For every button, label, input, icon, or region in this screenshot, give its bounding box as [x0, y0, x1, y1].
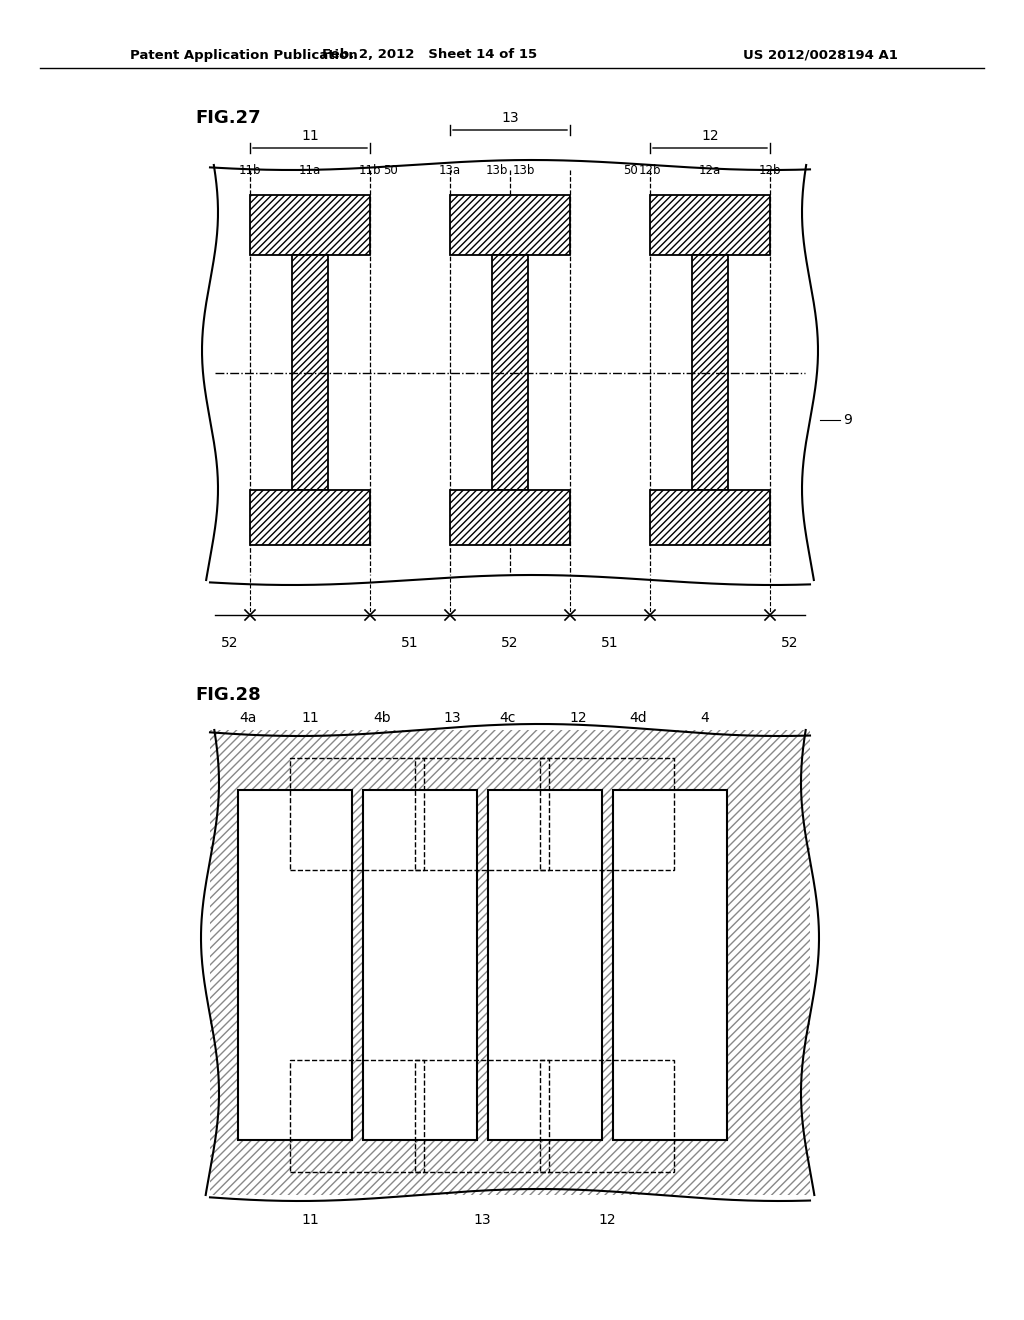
Text: 51: 51 — [601, 636, 618, 649]
Bar — [613, 789, 727, 1140]
Bar — [540, 758, 674, 870]
Text: Feb. 2, 2012   Sheet 14 of 15: Feb. 2, 2012 Sheet 14 of 15 — [323, 49, 538, 62]
Bar — [415, 1060, 549, 1172]
Bar — [450, 490, 570, 545]
Text: US 2012/0028194 A1: US 2012/0028194 A1 — [742, 49, 897, 62]
Text: 13: 13 — [443, 711, 461, 725]
Text: 4c: 4c — [500, 711, 516, 725]
Text: 12: 12 — [701, 129, 719, 143]
Text: 11b: 11b — [358, 164, 381, 177]
Text: 12: 12 — [569, 711, 587, 725]
Bar — [650, 195, 770, 255]
Bar — [492, 255, 528, 490]
Text: FIG.28: FIG.28 — [195, 686, 261, 704]
Text: 9: 9 — [844, 413, 852, 426]
Bar — [290, 1060, 424, 1172]
Text: 51: 51 — [401, 636, 419, 649]
Bar — [250, 195, 370, 255]
Bar — [692, 255, 728, 490]
Bar — [238, 789, 352, 1140]
Bar — [250, 490, 370, 545]
Bar — [292, 255, 328, 490]
Bar — [692, 255, 728, 490]
Bar — [492, 255, 528, 490]
Text: 11: 11 — [301, 129, 318, 143]
Bar — [650, 490, 770, 545]
Bar — [488, 789, 602, 1140]
Bar — [415, 758, 549, 870]
Bar — [450, 195, 570, 255]
Bar — [210, 730, 810, 1195]
Text: 11: 11 — [301, 711, 318, 725]
Text: 52: 52 — [221, 636, 239, 649]
Text: 12: 12 — [598, 1213, 615, 1228]
Bar — [250, 490, 370, 545]
Text: 4a: 4a — [240, 711, 257, 725]
Bar — [362, 789, 477, 1140]
Bar — [450, 490, 570, 545]
Bar — [250, 195, 370, 255]
Text: 11b: 11b — [239, 164, 261, 177]
Text: 13: 13 — [473, 1213, 490, 1228]
Text: 11a: 11a — [299, 164, 322, 177]
Bar — [650, 195, 770, 255]
Text: 13b: 13b — [513, 164, 536, 177]
Text: 4d: 4d — [629, 711, 647, 725]
Text: 4: 4 — [700, 711, 710, 725]
Text: 13a: 13a — [439, 164, 461, 177]
Text: Patent Application Publication: Patent Application Publication — [130, 49, 357, 62]
Text: 13: 13 — [501, 111, 519, 125]
Text: 11: 11 — [301, 1213, 318, 1228]
Text: 4b: 4b — [373, 711, 391, 725]
Text: 50: 50 — [383, 164, 397, 177]
Text: 12b: 12b — [639, 164, 662, 177]
Text: 12a: 12a — [698, 164, 721, 177]
Text: 12b: 12b — [759, 164, 781, 177]
Text: 13b: 13b — [485, 164, 508, 177]
Text: FIG.27: FIG.27 — [195, 110, 261, 127]
Bar — [650, 490, 770, 545]
Bar — [540, 1060, 674, 1172]
Bar — [292, 255, 328, 490]
Text: 50: 50 — [623, 164, 637, 177]
Text: 52: 52 — [781, 636, 799, 649]
Text: 52: 52 — [502, 636, 519, 649]
Bar — [450, 195, 570, 255]
Bar — [290, 758, 424, 870]
